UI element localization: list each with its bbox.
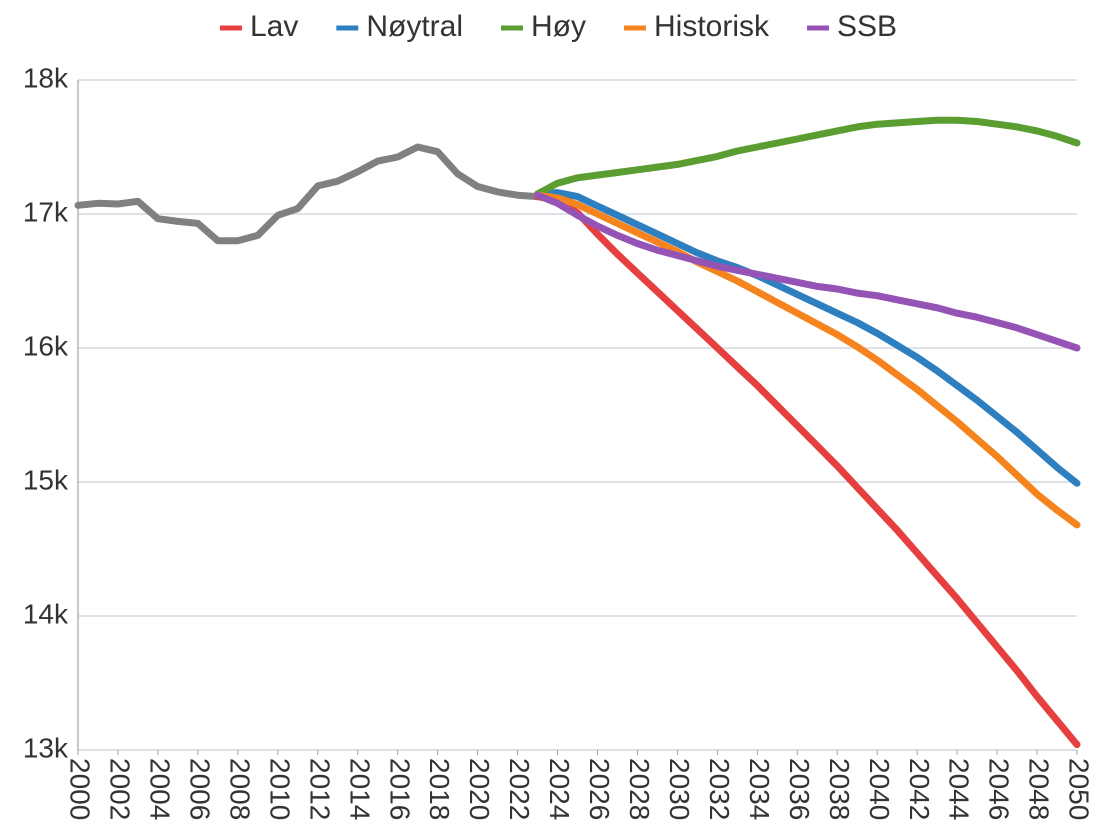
x-tick-label: 2014 (344, 758, 375, 820)
legend-label: Lav (250, 10, 298, 43)
legend-label: Nøytral (366, 10, 463, 43)
x-tick-label: 2016 (384, 758, 415, 820)
line-series (534, 191, 1081, 352)
x-tick-label: 2042 (904, 758, 935, 820)
x-tick-label: 2004 (145, 758, 176, 820)
y-tick-label: 15k (23, 464, 69, 495)
x-tick-label: 2040 (864, 758, 895, 820)
x-tick-label: 2030 (664, 758, 695, 820)
legend-label: Historisk (654, 10, 770, 43)
x-tick-label: 2020 (464, 758, 495, 820)
line-series (74, 143, 541, 245)
x-tick-label: 2048 (1024, 758, 1055, 820)
x-tick-label: 2038 (824, 758, 855, 820)
x-tick-label: 2044 (944, 758, 975, 820)
x-tick-label: 2026 (584, 758, 615, 820)
x-tick-label: 2006 (184, 758, 215, 820)
legend-label: Høy (531, 10, 586, 43)
x-tick-label: 2028 (624, 758, 655, 820)
legend-label: SSB (837, 10, 897, 43)
x-tick-label: 2024 (544, 758, 575, 820)
y-tick-label: 18k (23, 62, 69, 93)
line-series (534, 116, 1081, 198)
x-tick-label: 2002 (105, 758, 136, 820)
x-tick-label: 2036 (784, 758, 815, 820)
line-series (534, 193, 1081, 749)
y-tick-label: 13k (23, 732, 69, 763)
x-tick-label: 2012 (304, 758, 335, 820)
x-tick-label: 2018 (424, 758, 455, 820)
y-tick-label: 14k (23, 598, 69, 629)
y-tick-label: 17k (23, 196, 69, 227)
x-tick-label: 2032 (704, 758, 735, 820)
x-tick-label: 2008 (224, 758, 255, 820)
x-tick-label: 2010 (264, 758, 295, 820)
legend: Lav Nøytral Høy Historisk SSB (219, 10, 897, 43)
line-series (534, 191, 1081, 529)
x-tick-label: 2046 (984, 758, 1015, 820)
line-series (534, 189, 1081, 487)
x-tick-label: 2000 (65, 758, 96, 820)
x-tick-label: 2022 (504, 758, 535, 820)
x-tick-label: 2034 (744, 758, 775, 820)
y-tick-label: 16k (23, 330, 69, 361)
x-tick-label: 2050 (1064, 758, 1095, 820)
